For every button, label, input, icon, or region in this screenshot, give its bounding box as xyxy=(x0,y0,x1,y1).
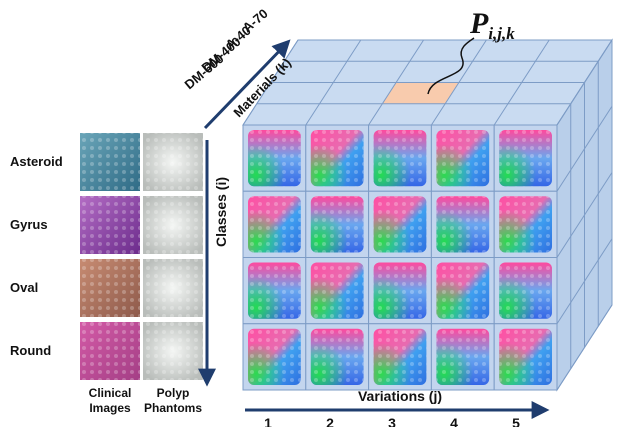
image-column-label: Images xyxy=(89,401,131,415)
cube xyxy=(242,38,613,392)
pointer-line xyxy=(427,37,475,95)
image-column-label: Clinical xyxy=(89,386,132,400)
class-label: Gyrus xyxy=(10,217,48,232)
variation-image-texture xyxy=(499,328,552,385)
class-label: Asteroid xyxy=(10,154,63,169)
point-label: Pi,j,k xyxy=(469,7,515,43)
side-grid-line xyxy=(556,304,613,391)
variation-image-texture xyxy=(436,130,490,187)
variation-image-texture xyxy=(248,196,301,253)
variation-number: 4 xyxy=(450,415,458,427)
variation-number: 1 xyxy=(264,415,272,427)
image-column-label: Phantoms xyxy=(144,401,202,415)
variation-number: 3 xyxy=(388,415,396,427)
clinical-image-texture xyxy=(80,259,140,317)
variation-image-texture xyxy=(310,328,364,385)
clinical-image-texture xyxy=(80,133,140,191)
side-grid-line xyxy=(556,172,613,258)
variation-number: 2 xyxy=(326,415,334,427)
side-grid-line xyxy=(556,39,613,126)
variation-image-texture xyxy=(499,196,552,253)
variation-image-texture xyxy=(373,196,427,253)
variation-number: 5 xyxy=(512,415,520,427)
point-subscript: i,j,k xyxy=(488,24,515,43)
side-grid-line xyxy=(556,105,613,192)
phantom-image-texture xyxy=(143,259,203,317)
variation-image-texture xyxy=(499,262,552,319)
variation-image-texture xyxy=(373,328,427,385)
materials-arrow xyxy=(203,39,291,130)
variation-image-texture xyxy=(310,196,364,253)
phantom-image-texture xyxy=(143,322,203,380)
variation-image-texture xyxy=(310,262,364,319)
class-label: Round xyxy=(10,343,51,358)
variations-label: Variations (j) xyxy=(358,388,442,404)
variation-image-texture xyxy=(436,262,490,319)
class-label: Oval xyxy=(10,280,38,295)
variation-image-texture xyxy=(436,196,490,253)
material-label: DM-600 xyxy=(182,51,227,92)
variation-image-texture xyxy=(499,130,552,187)
variation-image-texture xyxy=(248,262,301,319)
variation-image-texture xyxy=(248,328,301,385)
classes-label: Classes (i) xyxy=(213,177,229,247)
variation-image-texture xyxy=(436,328,490,385)
variation-image-texture xyxy=(373,130,427,187)
variation-image-texture xyxy=(248,130,301,187)
point-symbol: P xyxy=(469,7,489,40)
variation-image-texture xyxy=(373,262,427,319)
variation-image-texture xyxy=(310,130,364,187)
phantom-image-texture xyxy=(143,196,203,254)
image-column-label: Polyp xyxy=(157,386,190,400)
clinical-image-texture xyxy=(80,322,140,380)
clinical-image-texture xyxy=(80,196,140,254)
highlight-cell xyxy=(382,82,459,104)
phantom-image-texture xyxy=(143,133,203,191)
side-grid-line xyxy=(556,238,613,325)
